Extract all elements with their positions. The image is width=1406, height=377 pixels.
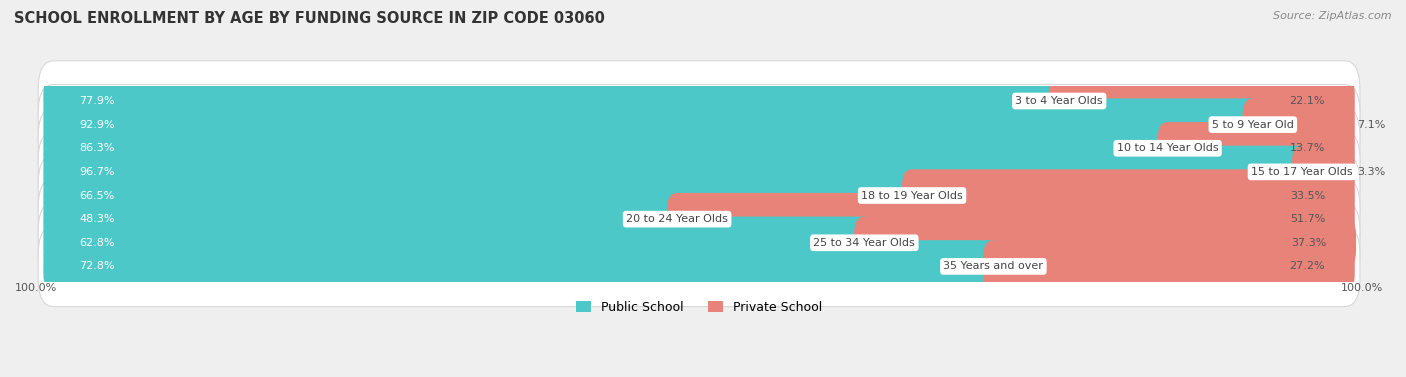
FancyBboxPatch shape <box>38 179 1360 259</box>
Text: 86.3%: 86.3% <box>80 143 115 153</box>
FancyBboxPatch shape <box>44 98 1263 151</box>
Text: 22.1%: 22.1% <box>1289 96 1324 106</box>
FancyBboxPatch shape <box>44 146 1312 198</box>
FancyBboxPatch shape <box>1157 122 1355 175</box>
FancyBboxPatch shape <box>38 202 1360 283</box>
FancyBboxPatch shape <box>38 226 1360 307</box>
Text: SCHOOL ENROLLMENT BY AGE BY FUNDING SOURCE IN ZIP CODE 03060: SCHOOL ENROLLMENT BY AGE BY FUNDING SOUR… <box>14 11 605 26</box>
FancyBboxPatch shape <box>44 216 875 269</box>
Text: 35 Years and over: 35 Years and over <box>943 261 1043 271</box>
FancyBboxPatch shape <box>1243 98 1355 151</box>
FancyBboxPatch shape <box>38 155 1360 236</box>
FancyBboxPatch shape <box>38 108 1360 188</box>
FancyBboxPatch shape <box>38 84 1360 165</box>
Text: 3 to 4 Year Olds: 3 to 4 Year Olds <box>1015 96 1104 106</box>
FancyBboxPatch shape <box>44 240 1004 293</box>
Text: 92.9%: 92.9% <box>80 120 115 130</box>
Text: 7.1%: 7.1% <box>1357 120 1386 130</box>
Text: 100.0%: 100.0% <box>1341 284 1384 293</box>
FancyBboxPatch shape <box>901 169 1355 222</box>
Text: Source: ZipAtlas.com: Source: ZipAtlas.com <box>1274 11 1392 21</box>
FancyBboxPatch shape <box>1292 146 1355 198</box>
Text: 15 to 17 Year Olds: 15 to 17 Year Olds <box>1251 167 1353 177</box>
Legend: Public School, Private School: Public School, Private School <box>571 296 828 319</box>
Text: 96.7%: 96.7% <box>80 167 115 177</box>
FancyBboxPatch shape <box>44 169 922 222</box>
Text: 25 to 34 Year Olds: 25 to 34 Year Olds <box>814 238 915 248</box>
FancyBboxPatch shape <box>38 132 1360 212</box>
Text: 100.0%: 100.0% <box>15 284 58 293</box>
Text: 51.7%: 51.7% <box>1289 214 1324 224</box>
Text: 72.8%: 72.8% <box>80 261 115 271</box>
Text: 37.3%: 37.3% <box>1291 238 1326 248</box>
Text: 62.8%: 62.8% <box>80 238 115 248</box>
Text: 20 to 24 Year Olds: 20 to 24 Year Olds <box>626 214 728 224</box>
Text: 5 to 9 Year Old: 5 to 9 Year Old <box>1212 120 1294 130</box>
FancyBboxPatch shape <box>38 61 1360 141</box>
FancyBboxPatch shape <box>853 216 1355 269</box>
Text: 33.5%: 33.5% <box>1289 190 1324 201</box>
FancyBboxPatch shape <box>44 193 688 245</box>
Text: 66.5%: 66.5% <box>80 190 115 201</box>
FancyBboxPatch shape <box>44 122 1178 175</box>
Text: 3.3%: 3.3% <box>1357 167 1386 177</box>
Text: 27.2%: 27.2% <box>1289 261 1324 271</box>
FancyBboxPatch shape <box>1049 75 1355 127</box>
Text: 48.3%: 48.3% <box>80 214 115 224</box>
Text: 18 to 19 Year Olds: 18 to 19 Year Olds <box>862 190 963 201</box>
FancyBboxPatch shape <box>983 240 1355 293</box>
FancyBboxPatch shape <box>44 75 1070 127</box>
FancyBboxPatch shape <box>666 193 1355 245</box>
Text: 77.9%: 77.9% <box>80 96 115 106</box>
Text: 13.7%: 13.7% <box>1289 143 1324 153</box>
Text: 10 to 14 Year Olds: 10 to 14 Year Olds <box>1116 143 1219 153</box>
